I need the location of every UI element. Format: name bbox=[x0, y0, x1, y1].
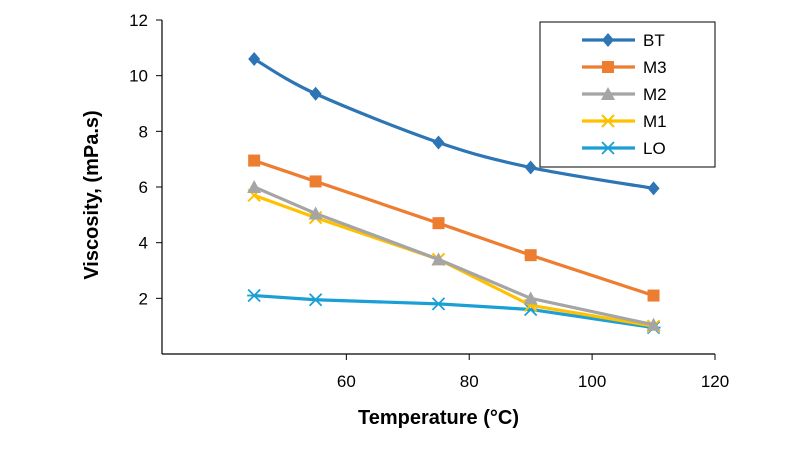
series-m2 bbox=[247, 180, 661, 331]
legend-marker bbox=[601, 87, 615, 100]
data-point-lo bbox=[308, 293, 323, 307]
x-tick-label: 60 bbox=[337, 372, 356, 391]
legend-label: M2 bbox=[643, 85, 667, 104]
series-m3 bbox=[248, 154, 660, 302]
legend: BT M3 M2 M1 LO bbox=[539, 21, 716, 168]
series-bt bbox=[248, 51, 660, 196]
series-layer bbox=[247, 51, 661, 335]
data-point-m2 bbox=[247, 180, 262, 193]
y-tick-label: 2 bbox=[139, 289, 148, 308]
data-point-bt bbox=[309, 86, 322, 101]
legend-item-lo: LO bbox=[582, 139, 666, 158]
data-point-m3 bbox=[647, 289, 660, 302]
legend-marker bbox=[601, 114, 615, 128]
x-axis-title: Temperature (°C) bbox=[358, 407, 519, 429]
legend-item-bt: BT bbox=[582, 31, 665, 50]
x-tick-label: 100 bbox=[578, 372, 606, 391]
legend-item-m1: M1 bbox=[582, 112, 667, 131]
y-tick-label: 4 bbox=[139, 234, 148, 253]
y-tick-label: 8 bbox=[139, 122, 148, 141]
legend-item-m2: M2 bbox=[582, 85, 667, 104]
y-tick-label: 6 bbox=[139, 178, 148, 197]
legend-marker bbox=[602, 33, 614, 47]
x-tick-label: 120 bbox=[701, 372, 729, 391]
data-point-m3 bbox=[524, 249, 537, 262]
x-tick-label: 80 bbox=[460, 372, 479, 391]
y-tick-label: 10 bbox=[129, 67, 148, 86]
data-point-lo bbox=[247, 288, 262, 303]
data-point-m2 bbox=[431, 252, 446, 266]
data-point-bt bbox=[248, 51, 261, 66]
data-point-bt bbox=[524, 160, 537, 175]
legend-label: M3 bbox=[643, 58, 667, 77]
legend-marker bbox=[601, 141, 615, 155]
data-point-m2 bbox=[308, 206, 323, 220]
legend-item-m3: M3 bbox=[582, 58, 667, 77]
data-point-bt bbox=[647, 181, 660, 196]
x-axis-ticks: 60 80 100 120 bbox=[337, 354, 729, 391]
data-point-lo bbox=[431, 297, 446, 311]
data-point-m3 bbox=[309, 175, 322, 188]
data-point-bt bbox=[432, 135, 445, 150]
y-axis-ticks: 2 4 6 8 10 12 bbox=[129, 11, 162, 308]
data-point-m3 bbox=[248, 154, 261, 167]
legend-marker bbox=[602, 61, 614, 73]
y-tick-label: 12 bbox=[129, 11, 148, 30]
legend-label: LO bbox=[643, 139, 666, 158]
legend-label: BT bbox=[643, 31, 665, 50]
data-point-m3 bbox=[432, 217, 445, 230]
data-point-m2 bbox=[646, 317, 661, 331]
legend-label: M1 bbox=[643, 112, 667, 131]
data-point-m2 bbox=[523, 291, 538, 305]
y-axis-title: Viscosity, (mPa.s) bbox=[81, 110, 103, 279]
